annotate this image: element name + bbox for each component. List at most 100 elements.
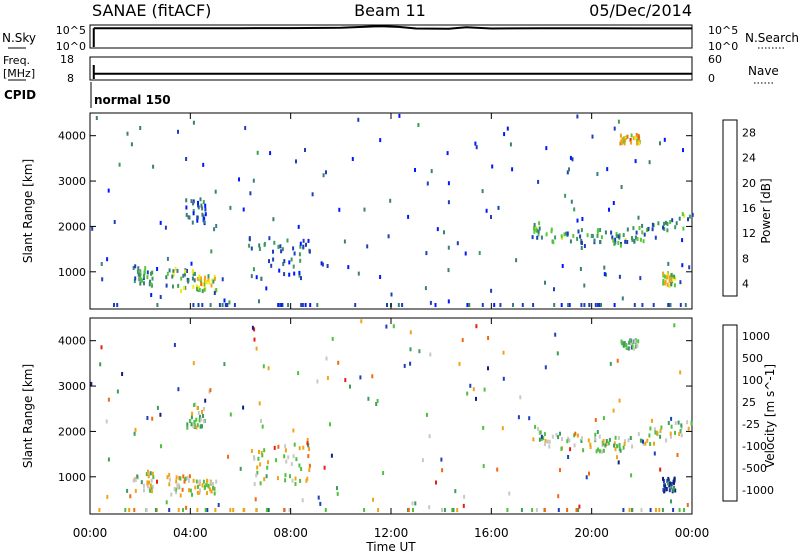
time-axis-label: Time UT [365,540,416,554]
echo-cell [605,439,608,443]
nsearch-tick-high: 10^5 [708,24,738,37]
scatter-cell [578,504,581,509]
echo-cell [180,276,183,281]
scatter-cell [326,264,329,268]
scatter-cell [301,498,304,503]
ground-cell [98,508,101,512]
scatter-cell [338,207,341,212]
colorbar-tick-label: -1000 [742,484,774,497]
echo-cell [679,429,682,433]
echo-cell [602,439,605,443]
echo-cell [201,410,203,414]
scatter-cell [277,444,280,449]
scatter-cell [292,454,295,459]
scatter-cell [91,226,94,231]
echo-cell [191,220,194,225]
echo-cell [142,483,145,488]
echo-cell [673,274,676,279]
scatter-cell [576,114,579,119]
echo-cell [140,480,143,485]
ground-cell [301,303,304,307]
echo-cell [594,432,597,437]
echo-cell [660,425,663,430]
colorbar-tick-label: 20 [742,177,756,190]
echo-cell [634,339,637,344]
ground-cell [628,508,631,512]
echo-cell [687,217,689,222]
ground-cell [124,508,127,512]
echo-cell [636,237,639,241]
echo-cell [663,274,666,279]
freq-unit: [MHz] [3,67,35,80]
cpid-value: normal 150 [94,93,171,107]
echo-cell [141,278,144,283]
echo-cell [665,275,668,280]
echo-cell [150,282,153,287]
scatter-cell [398,113,401,118]
echo-cell [179,493,182,498]
y-tick-label: 2000 [58,220,86,233]
scatter-cell [579,267,582,271]
echo-cell [674,225,677,230]
echo-cell [185,205,188,210]
scatter-cell [376,398,379,403]
scatter-cell [311,192,314,197]
scatter-cell [347,265,350,270]
y-tick-label: 3000 [58,380,86,393]
echo-cell [212,486,215,490]
scatter-cell [349,384,351,389]
scatter-cell [129,494,132,499]
echo-cell [281,247,284,252]
scatter-cell [367,396,370,401]
scatter-cell [156,267,159,271]
echo-cell [196,287,199,292]
echo-cell [533,222,536,227]
scatter-cell [501,426,504,431]
scatter-cell [330,453,333,458]
scatter-cell [491,164,494,169]
echo-cell [614,435,617,440]
ground-cell [116,303,119,307]
ground-cell [192,303,195,307]
echo-cell [667,481,670,486]
echo-cell [186,422,189,427]
echo-cell [540,436,543,441]
ground-cell [640,508,643,512]
echo-cell [263,448,266,453]
ground-cell [466,303,469,307]
echo-cell [189,488,192,493]
scatter-cell [490,288,493,293]
echo-cell [565,231,568,236]
echo-cell [620,339,623,344]
scatter-cell [617,460,620,465]
scatter-cell [371,374,374,379]
scatter-cell [165,500,168,505]
echo-cell [618,233,621,238]
echo-cell [208,280,211,285]
echo-cell [196,215,199,220]
echo-cell [654,235,657,240]
scatter-cell [223,298,226,303]
echo-cell [593,238,596,243]
echo-cell [211,482,214,487]
ground-cell [649,508,652,512]
echo-cell [621,137,624,142]
scatter-cell [252,178,255,183]
ground-cell [283,508,286,512]
echo-cell [255,275,258,280]
echo-cell [597,228,599,233]
scatter-cell [616,358,619,363]
echo-cell [168,268,171,273]
echo-cell [582,448,585,453]
scatter-cell [392,324,395,329]
scatter-cell [426,412,428,417]
scatter-cell [134,427,137,432]
scatter-cell [653,451,656,456]
date-title: 05/Dec/2014 [589,1,692,20]
freq-tick-low: 8 [67,72,74,85]
echo-cell [636,134,639,139]
ground-cell [168,508,171,512]
scatter-cell [421,458,424,463]
scatter-cell [621,296,624,301]
ground-cell [182,508,184,512]
